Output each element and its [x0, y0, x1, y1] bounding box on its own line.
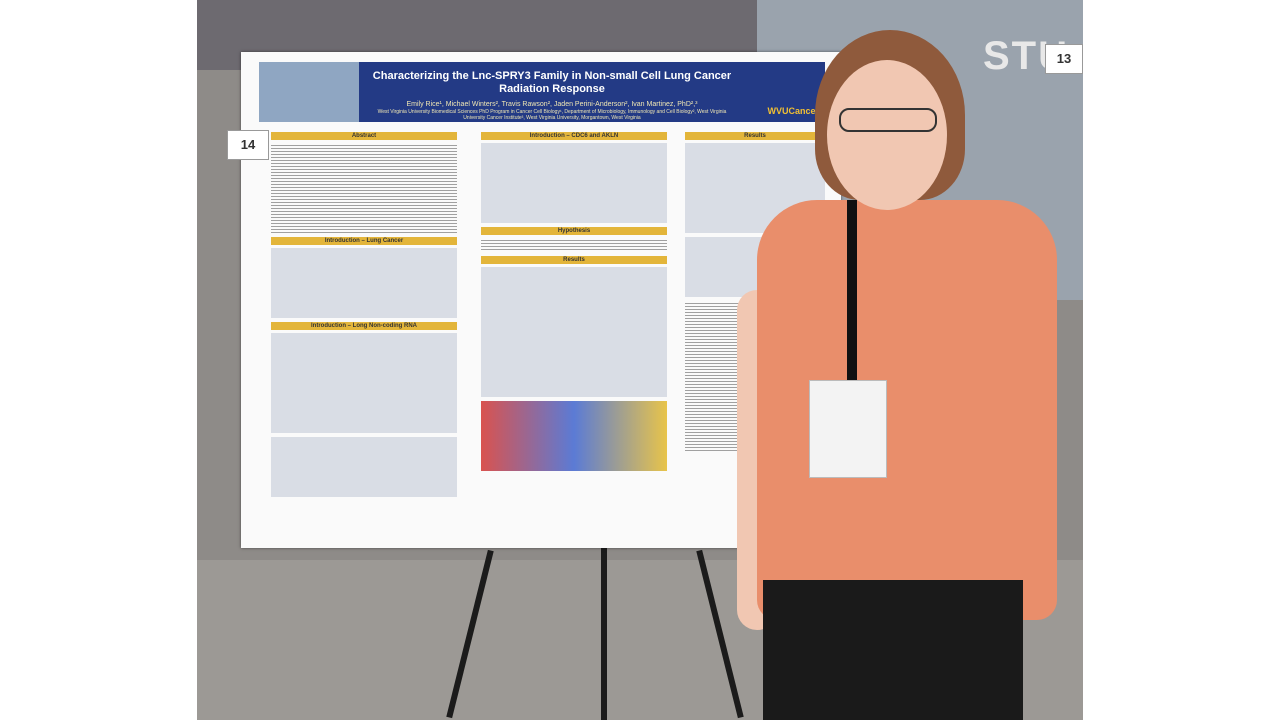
- section-header-intro-cdc6: Introduction – CDC6 and AKLN: [481, 132, 667, 140]
- lanyard: [847, 200, 857, 380]
- easel-leg-center: [601, 548, 607, 720]
- poster-column-left: Abstract Introduction – Lung Cancer Intr…: [271, 132, 457, 540]
- section-header-intro-ncrna: Introduction – Long Non-coding RNA: [271, 322, 457, 330]
- hypothesis-text: [481, 238, 667, 252]
- poster-title: Characterizing the Lnc-SPRY3 Family in N…: [372, 70, 732, 95]
- photo: STU Characterizing the Lnc-SPRY3 Family …: [197, 0, 1083, 720]
- poster-authors: Emily Rice¹, Michael Winters², Travis Ra…: [367, 100, 737, 121]
- abstract-text: [271, 143, 457, 233]
- affiliation: West Virginia University Biomedical Scie…: [377, 109, 727, 121]
- section-header-results-right: Results: [685, 132, 825, 140]
- heatmap-figure: [481, 401, 667, 471]
- survival-curve-figure: [481, 143, 667, 223]
- results-figure: [481, 267, 667, 397]
- presenter-pants: [763, 580, 1023, 720]
- wvu-cancer-logo: WVUCancer: [767, 106, 819, 116]
- ncrna-figure: [271, 333, 457, 433]
- section-header-abstract: Abstract: [271, 132, 457, 140]
- section-header-intro-lung: Introduction – Lung Cancer: [271, 237, 457, 245]
- board-number-card-left: 14: [227, 130, 269, 160]
- presenter-face: [827, 60, 947, 210]
- poster-banner: Characterizing the Lnc-SPRY3 Family in N…: [259, 62, 825, 122]
- board-number-card-right: 13: [1045, 44, 1083, 74]
- section-header-hypothesis: Hypothesis: [481, 227, 667, 235]
- lung-cancer-figure: [271, 248, 457, 318]
- glasses-icon: [839, 108, 937, 132]
- section-header-results-middle: Results: [481, 256, 667, 264]
- presenter-shirt: [757, 200, 1057, 620]
- poster-column-middle: Introduction – CDC6 and AKLN Hypothesis …: [481, 132, 667, 540]
- author-list: Emily Rice¹, Michael Winters², Travis Ra…: [406, 101, 698, 108]
- building-photo: [259, 62, 359, 122]
- name-badge: [809, 380, 887, 478]
- knockdown-figure: [271, 437, 457, 497]
